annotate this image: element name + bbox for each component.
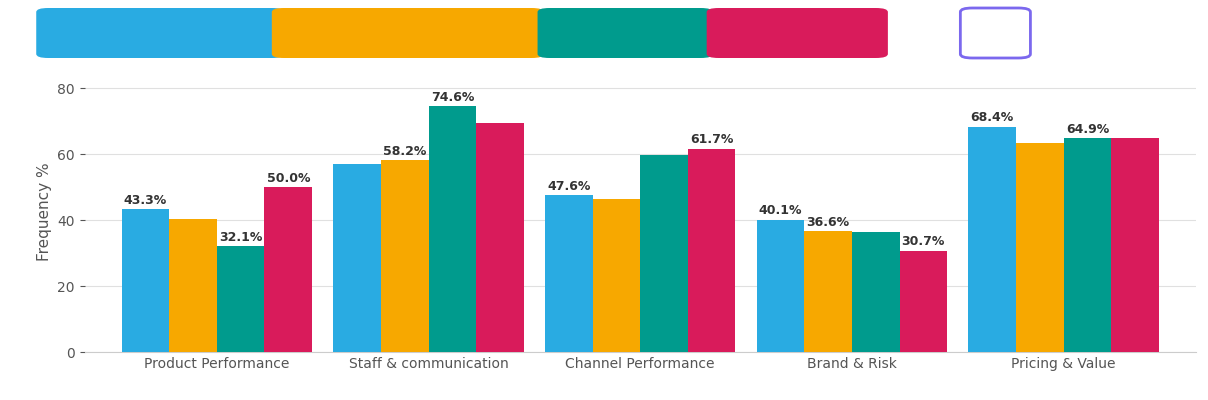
Text: 32.1%: 32.1%	[219, 231, 262, 244]
Bar	[476, 123, 524, 352]
Text: 47.6%: 47.6%	[547, 180, 591, 192]
Bar	[900, 251, 947, 352]
Text: 68.4%: 68.4%	[970, 111, 1014, 124]
Text: ×: ×	[684, 27, 693, 40]
Text: 64.9%: 64.9%	[1065, 122, 1109, 136]
Text: CITIBANK, N.A.: CITIBANK, N.A.	[739, 27, 838, 40]
Text: 36.6%: 36.6%	[807, 216, 849, 229]
Bar	[429, 106, 476, 352]
Text: ×: ×	[859, 27, 869, 40]
Text: ×: ×	[515, 27, 524, 40]
Text: U.S. BANCORP: U.S. BANCORP	[569, 27, 664, 40]
Text: 50.0%: 50.0%	[267, 172, 310, 185]
Bar	[1016, 143, 1063, 352]
Text: 74.6%: 74.6%	[431, 91, 474, 104]
Bar	[333, 164, 381, 352]
Text: WELLS FARGO & COMPAN...: WELLS FARGO & COMPAN...	[308, 27, 490, 40]
Bar	[687, 149, 736, 352]
Text: BANK OF AMERICA, NAT...: BANK OF AMERICA, NAT...	[66, 27, 237, 40]
Bar	[640, 155, 687, 352]
Y-axis label: Frequency %: Frequency %	[36, 163, 52, 261]
Bar	[1063, 138, 1111, 352]
Bar	[169, 218, 217, 352]
Text: 58.2%: 58.2%	[383, 145, 426, 158]
Bar	[805, 232, 852, 352]
Bar	[217, 246, 265, 352]
Text: 43.3%: 43.3%	[123, 194, 167, 207]
Text: ×: ×	[255, 27, 265, 40]
Text: 61.7%: 61.7%	[690, 133, 733, 146]
Bar	[1111, 138, 1158, 352]
Text: +: +	[988, 24, 1003, 42]
Text: 30.7%: 30.7%	[901, 235, 945, 248]
Bar	[969, 127, 1016, 352]
Bar	[265, 187, 312, 352]
Bar	[852, 232, 900, 352]
Text: 40.1%: 40.1%	[759, 204, 802, 217]
Bar	[122, 209, 169, 352]
Bar	[593, 199, 640, 352]
Bar	[545, 195, 593, 352]
Bar	[756, 220, 805, 352]
Bar	[381, 160, 429, 352]
